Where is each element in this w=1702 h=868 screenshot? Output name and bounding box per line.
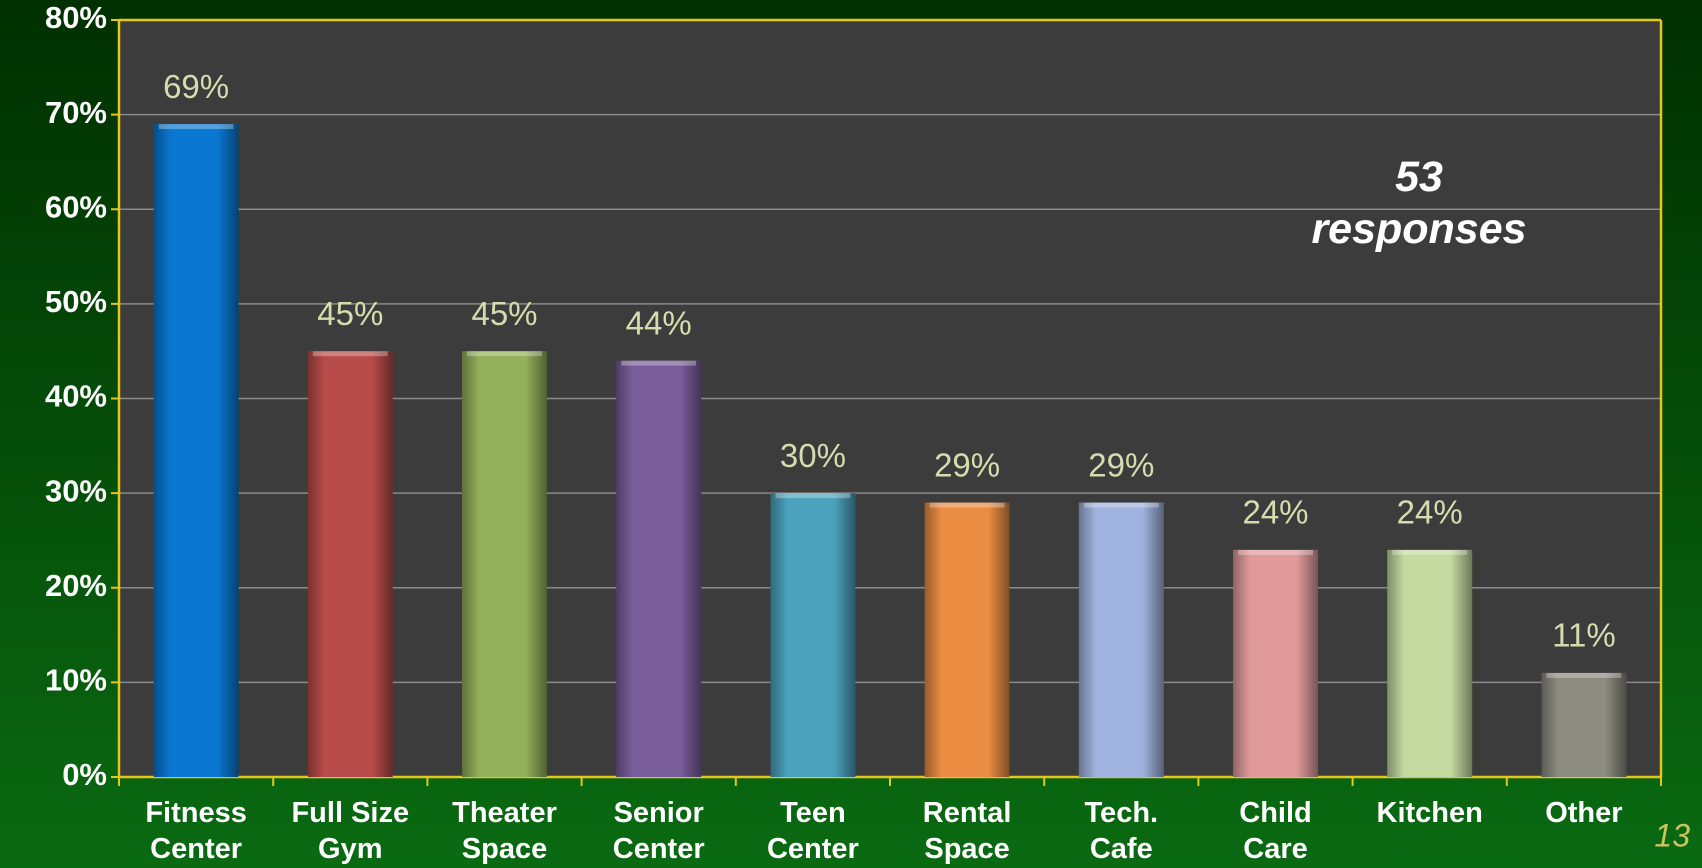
value-label: 29% [1088,446,1154,483]
bar-shade [1541,672,1627,777]
page-number: 13 [1654,817,1690,853]
y-tick-label: 30% [45,473,107,508]
x-tick-label: Kitchen [1377,797,1483,829]
value-label: 44% [626,304,692,341]
value-label: 45% [317,295,383,332]
bar-highlight [775,493,851,499]
x-tick-label: Full Size Gym [291,797,409,865]
value-label: 24% [1242,494,1308,531]
bar-highlight [1392,549,1468,555]
value-label: 45% [471,295,537,332]
value-label: 11% [1552,617,1616,654]
bar-shade [616,360,702,777]
x-tick-label: Tech. Cafe [1085,797,1159,865]
y-tick-label: 50% [45,284,107,319]
value-label: 30% [780,437,846,474]
bar-shade [1078,502,1164,777]
bar-shade [462,351,547,777]
bar-shade [924,502,1010,777]
x-tick-label: Other [1545,797,1622,829]
x-tick-label: Fitness Center [145,797,247,865]
y-tick-label: 60% [45,189,107,224]
bar-highlight [467,351,542,357]
x-tick-label: Senior Center [613,797,705,865]
bar-shade [1233,549,1318,777]
bar-highlight [1546,672,1622,678]
value-label: 69% [163,68,229,105]
x-tick-label: Rental Space [923,797,1012,865]
bar-highlight [929,502,1005,508]
y-tick-label: 10% [45,663,107,698]
y-tick-label: 80% [45,0,107,35]
annotation: 53 responses [1311,153,1526,253]
bar-highlight [312,351,388,357]
value-label: 29% [934,446,1000,483]
bar-highlight [621,360,697,366]
x-tick-label: Theater Space [452,797,557,865]
bar-highlight [1238,549,1313,555]
y-tick-label: 20% [45,568,107,603]
value-label: 24% [1397,494,1463,531]
x-tick-label: Teen Center [767,797,859,865]
bar-highlight [158,124,234,130]
y-tick-label: 40% [45,379,107,414]
x-tick-label: Child Care [1239,797,1312,865]
y-tick-label: 0% [62,757,107,792]
bar-shade [153,124,239,777]
y-tick-label: 70% [45,95,107,130]
bar-shade [307,351,393,777]
bar-shade [1387,549,1473,777]
bar-shade [770,493,856,777]
bar-highlight [1083,502,1159,508]
